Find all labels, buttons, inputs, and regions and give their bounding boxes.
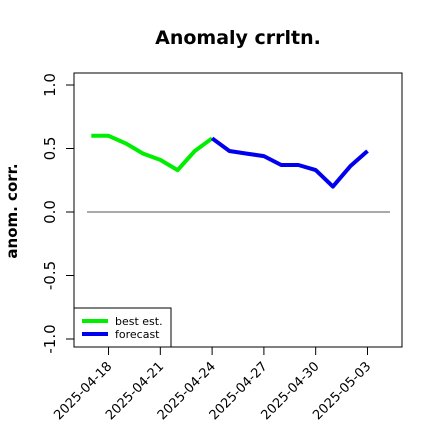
series-line-best-est [91,133,214,173]
legend-entry: best est. [115,315,163,328]
y-tick-label: -1.0 [41,324,59,353]
y-tick-label: -0.5 [41,261,59,290]
series-line-forecast [210,136,369,189]
legend-box [73,307,172,348]
legend-entry: forecast [115,328,160,341]
chart-title: Anomaly crrltn. [155,27,321,49]
y-tick-label: 0.5 [41,137,59,161]
y-axis-label: anom. corr. [3,163,21,258]
plot-frame [73,72,403,348]
y-tick-label: 0.0 [41,200,59,224]
y-tick-label: 1.0 [41,73,59,97]
